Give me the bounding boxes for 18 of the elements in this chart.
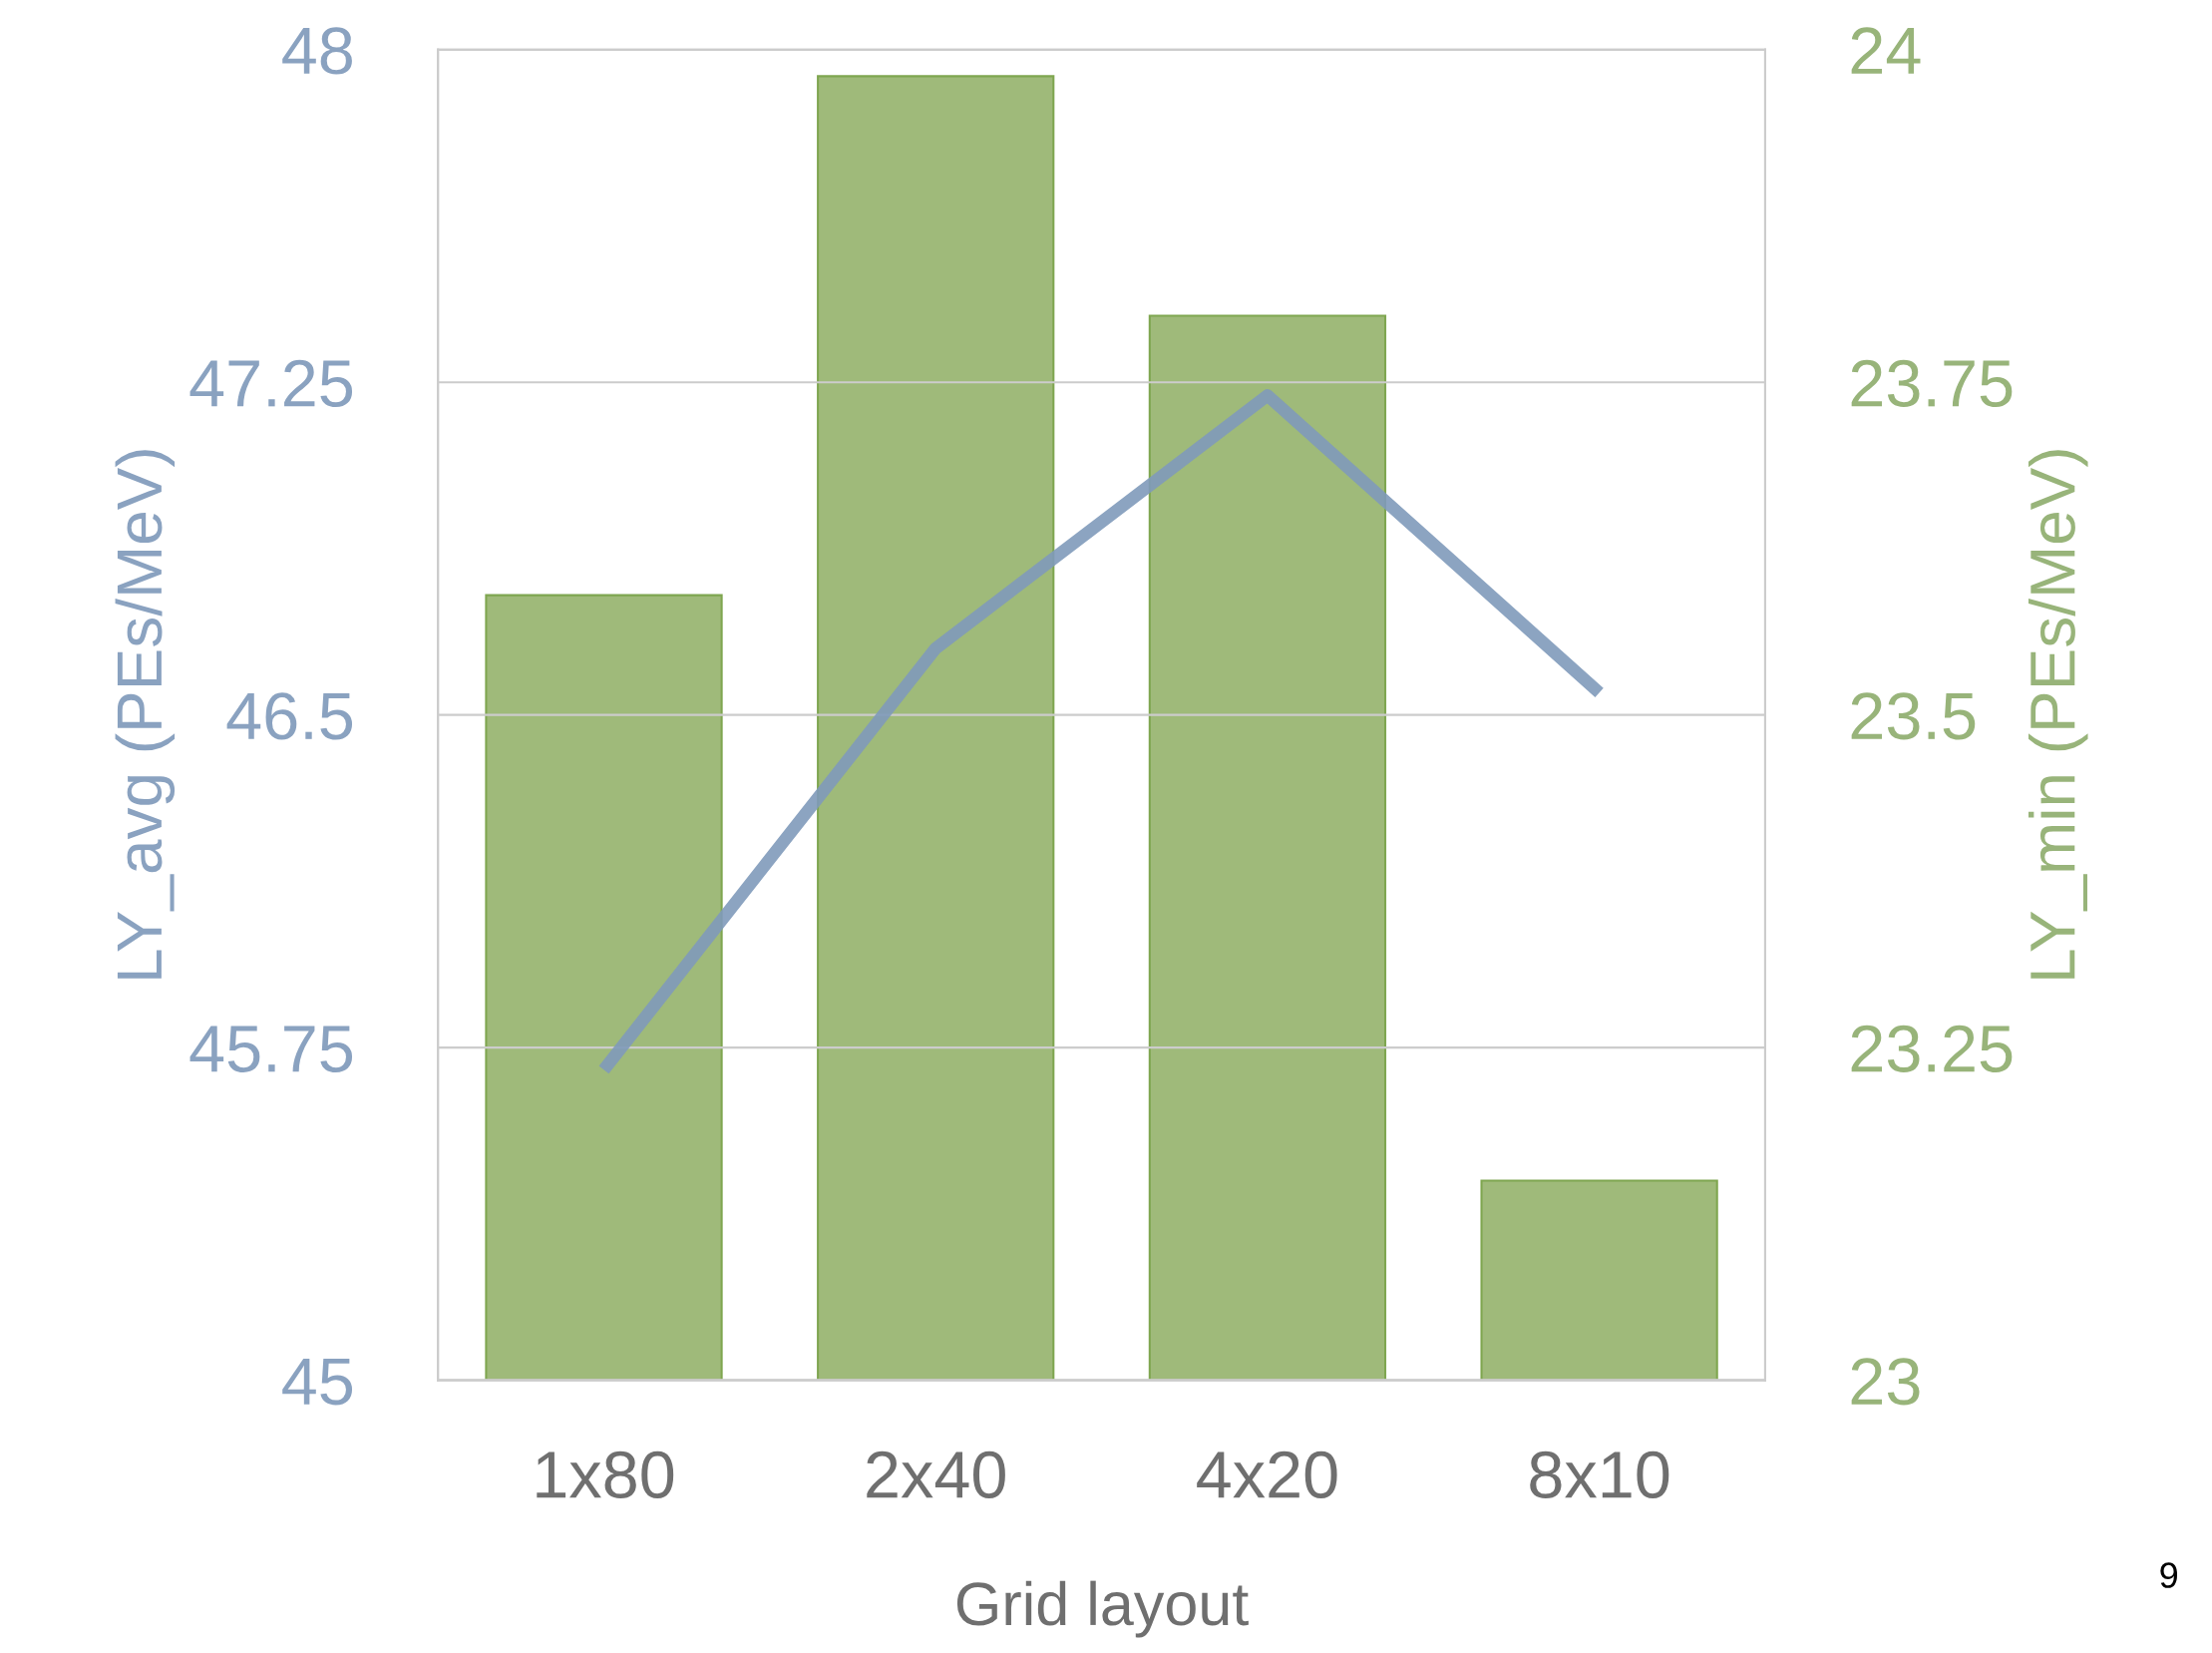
y-tick-label: 48 xyxy=(282,27,352,75)
y2-tick-label: 23.75 xyxy=(1851,359,2013,407)
x-axis-title: Grid layout xyxy=(956,1580,1249,1638)
y-tick-label: 47.25 xyxy=(189,359,353,407)
y-tick-label: 45 xyxy=(282,1358,353,1406)
y2-tick-label: 23 xyxy=(1851,1358,1920,1406)
y-tick-label: 45.75 xyxy=(189,1026,353,1072)
y-tick-label: 46.5 xyxy=(226,692,353,740)
y2-tick-label: 23.25 xyxy=(1851,1025,2013,1072)
x-tick-label: 8x10 xyxy=(1530,1450,1669,1499)
x-tick-label: 4x20 xyxy=(1197,1450,1337,1499)
y2-axis-title: LY_min (PEs/MeV) xyxy=(2028,450,2088,979)
text: 9 xyxy=(2160,1562,2178,1588)
y2-tick-label: 24 xyxy=(1851,27,1921,74)
x-tick-label: 2x40 xyxy=(867,1450,1005,1499)
x-tick-label: 1x80 xyxy=(537,1450,674,1499)
y2-tick-label: 23.5 xyxy=(1851,692,1976,740)
y-axis-title: LY_avg (PEs/MeV) xyxy=(115,450,176,979)
